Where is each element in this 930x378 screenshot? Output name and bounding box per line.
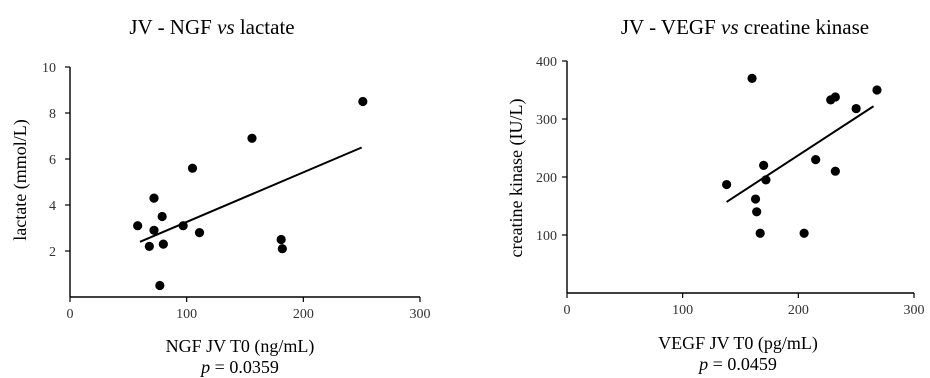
x-axis-label: NGF JV T0 (ng/mL) (166, 336, 315, 357)
data-point (851, 103, 861, 114)
x-tick-label: 100 (672, 303, 693, 318)
data-point (149, 193, 159, 203)
data-point (799, 228, 809, 238)
data-point (872, 85, 882, 95)
y-tick-label: 100 (536, 229, 557, 244)
data-point (277, 244, 287, 254)
y-axis-label: lactate (mmol/L) (10, 119, 31, 240)
y-tick-label: 10 (42, 61, 56, 76)
panel-ngf-lactate: JV - NGF vs lactate lactate (mmol/L) NGF… (10, 15, 431, 377)
y-tick-label: 4 (49, 199, 56, 214)
trendline (139, 146, 363, 243)
data-point (247, 133, 257, 143)
x-tick-label: 0 (564, 303, 571, 318)
y-tick-label: 6 (49, 153, 56, 168)
data-point (155, 280, 165, 291)
axes (69, 67, 420, 298)
data-point (144, 241, 154, 251)
data-point (276, 234, 286, 245)
data-points (722, 73, 882, 238)
data-point (157, 211, 167, 222)
data-point (187, 163, 198, 173)
trendline-line (139, 146, 363, 243)
axes (566, 61, 914, 294)
y-tick-label: 300 (536, 113, 557, 128)
y-tick-label: 400 (536, 55, 557, 70)
y-tick-label: 8 (49, 107, 56, 122)
p-value: p = 0.0459 (697, 354, 777, 374)
y-axis-label: creatine kinase (IU/L) (506, 99, 527, 258)
data-point (830, 166, 840, 176)
y-tick-label: 200 (536, 171, 557, 186)
x-tick-label: 100 (176, 307, 197, 322)
data-point (158, 239, 168, 249)
x-tick-label: 300 (904, 303, 925, 318)
ticks: 0 100 200 300 2 4 6 8 10 (42, 61, 431, 322)
data-point (750, 194, 761, 204)
x-tick-label: 300 (410, 307, 431, 322)
data-point (149, 225, 159, 235)
ticks: 0 100 200 300 100 200 300 400 (536, 55, 925, 318)
y-tick-label: 2 (49, 245, 56, 260)
trendline (726, 105, 875, 203)
x-tick-label: 200 (293, 307, 314, 322)
p-value: p = 0.0359 (199, 357, 279, 377)
data-point (747, 73, 757, 83)
data-point (752, 207, 762, 217)
data-point (759, 160, 769, 170)
panel-vegf-creatine-kinase: JV - VEGF vs creatine kinase creatine ki… (506, 15, 925, 374)
trendline-line (726, 105, 875, 203)
data-point (133, 221, 143, 231)
data-point (755, 228, 765, 238)
x-tick-label: 0 (67, 307, 74, 322)
data-points (133, 96, 368, 291)
x-axis-label: VEGF JV T0 (pg/mL) (658, 333, 818, 354)
chart-title: JV - NGF vs lactate (129, 15, 294, 39)
data-point (194, 228, 205, 238)
x-tick-label: 200 (788, 303, 809, 318)
data-point (830, 92, 840, 102)
data-point (811, 155, 821, 165)
data-point (358, 96, 368, 107)
data-point (722, 179, 732, 190)
chart-title: JV - VEGF vs creatine kinase (621, 15, 869, 39)
